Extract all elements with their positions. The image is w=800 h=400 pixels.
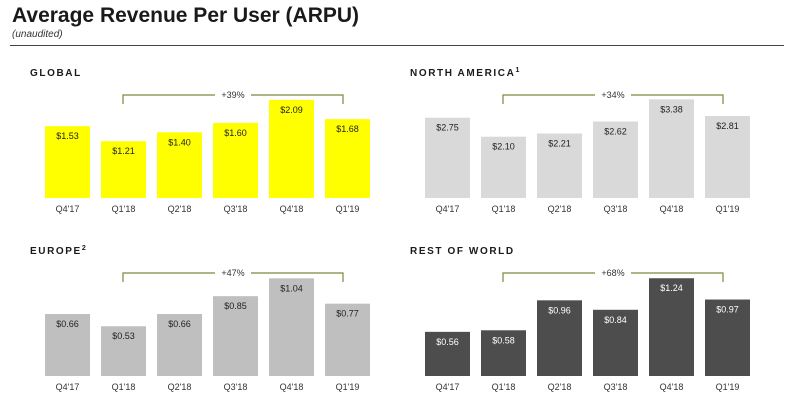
europe-value-label-0: $0.66 [56,319,79,329]
rest-of-world-growth-bracket: +68% [502,266,724,282]
title-divider [10,45,784,46]
europe-value-label-3: $0.85 [224,301,247,311]
global-x-label-3: Q3'18 [224,204,248,214]
global-bar-4 [269,99,314,198]
rest-of-world-bar-3 [593,309,638,376]
north-america-value-label-3: $2.62 [604,127,627,137]
rest-of-world-value-label-4: $1.24 [660,283,683,293]
rest-of-world-growth-label: +68% [601,268,624,278]
global-x-label-0: Q4'17 [56,204,80,214]
global-value-label-0: $1.53 [56,131,79,141]
global-growth-bracket: +39% [122,88,344,104]
rest-of-world-bar-5 [705,299,750,376]
rest-of-world-x-label-0: Q4'17 [436,382,460,392]
rest-of-world-value-label-0: $0.56 [436,337,459,347]
europe-bar-0 [45,314,90,376]
north-america-growth-bracket: +34% [502,88,724,104]
global-chart-title: GLOBAL [30,68,82,79]
europe-value-label-5: $0.77 [336,309,359,319]
global-arpu-chart: GLOBAL +39% $1.53 Q4'17 $1.21 Q1'18 $1.40 Q2'18… [30,68,370,214]
north-america-value-label-4: $3.38 [660,104,683,114]
europe-growth-bracket: +47% [122,266,344,282]
global-bar-5 [325,119,370,198]
global-x-label-1: Q1'18 [112,204,136,214]
north-america-bar-1 [481,136,526,198]
north-america-x-label-1: Q1'18 [492,204,516,214]
rest-of-world-value-label-1: $0.58 [492,335,515,345]
global-value-label-1: $1.21 [112,146,135,156]
page-subtitle: (unaudited) [12,29,63,40]
rest-of-world-x-label-2: Q2'18 [548,382,572,392]
rest-of-world-x-label-4: Q4'18 [660,382,684,392]
north-america-value-label-0: $2.75 [436,123,459,133]
global-bar-0 [45,126,90,198]
north-america-value-label-5: $2.81 [716,121,739,131]
europe-x-label-5: Q1'19 [336,382,360,392]
europe-value-label-2: $0.66 [168,319,191,329]
north-america-bar-0 [425,117,470,198]
rest-of-world-value-label-3: $0.84 [604,315,627,325]
europe-bar-1 [101,326,146,376]
global-x-label-2: Q2'18 [168,204,192,214]
europe-bar-3 [213,296,258,376]
global-bar-3 [213,122,258,198]
north-america-x-label-2: Q2'18 [548,204,572,214]
north-america-x-label-4: Q4'18 [660,204,684,214]
north-america-chart-title: NORTH AMERICA1 [410,67,521,79]
north-america-value-label-2: $2.21 [548,138,571,148]
rest-of-world-value-label-5: $0.97 [716,305,739,315]
page-title: Average Revenue Per User (ARPU) [12,4,360,27]
rest-of-world-bar-4 [649,278,694,376]
global-bar-1 [101,141,146,198]
north-america-growth-label: +34% [601,90,624,100]
north-america-x-label-0: Q4'17 [436,204,460,214]
north-america-title-footnote: 1 [515,67,521,74]
north-america-x-label-5: Q1'19 [716,204,740,214]
global-growth-label: +39% [221,90,244,100]
europe-chart-title: EUROPE2 [30,245,87,257]
europe-title-footnote: 2 [82,245,88,252]
europe-bar-4 [269,278,314,376]
rest-of-world-x-label-1: Q1'18 [492,382,516,392]
europe-x-label-2: Q2'18 [168,382,192,392]
rest-of-world-bar-0 [425,331,470,376]
europe-arpu-chart: EUROPE2 +47% $0.66 Q4'17 $0.53 Q1'18 $0.66 Q2'1… [30,245,370,392]
rest-of-world-bar-2 [537,300,582,376]
north-america-bar-2 [537,133,582,198]
global-value-label-5: $1.68 [336,124,359,134]
global-value-label-3: $1.60 [224,128,247,138]
europe-bar-2 [157,314,202,376]
europe-growth-label: +47% [221,268,244,278]
rest-of-world-x-label-5: Q1'19 [716,382,740,392]
global-bar-2 [157,132,202,198]
north-america-x-label-3: Q3'18 [604,204,628,214]
north-america-bar-5 [705,115,750,198]
rest-of-world-value-label-2: $0.96 [548,305,571,315]
europe-value-label-1: $0.53 [112,331,135,341]
global-x-label-4: Q4'18 [280,204,304,214]
europe-x-label-4: Q4'18 [280,382,304,392]
global-x-label-5: Q1'19 [336,204,360,214]
north-america-bar-4 [649,99,694,198]
global-value-label-4: $2.09 [280,105,303,115]
north-america-value-label-1: $2.10 [492,142,515,152]
rest-of-world-arpu-chart: REST OF WORLD +68% $0.56 Q4'17 $0.58 Q1'18 $0.… [410,246,750,392]
rest-of-world-bar-1 [481,330,526,376]
europe-value-label-4: $1.04 [280,283,303,293]
rest-of-world-chart-title: REST OF WORLD [410,246,515,257]
europe-x-label-3: Q3'18 [224,382,248,392]
europe-x-label-0: Q4'17 [56,382,80,392]
europe-bar-5 [325,303,370,376]
global-value-label-2: $1.40 [168,137,191,147]
north-america-arpu-chart: NORTH AMERICA1 +34% $2.75 Q4'17 $2.10 Q1'18 $2… [410,67,750,214]
north-america-bar-3 [593,121,638,198]
rest-of-world-x-label-3: Q3'18 [604,382,628,392]
europe-x-label-1: Q1'18 [112,382,136,392]
